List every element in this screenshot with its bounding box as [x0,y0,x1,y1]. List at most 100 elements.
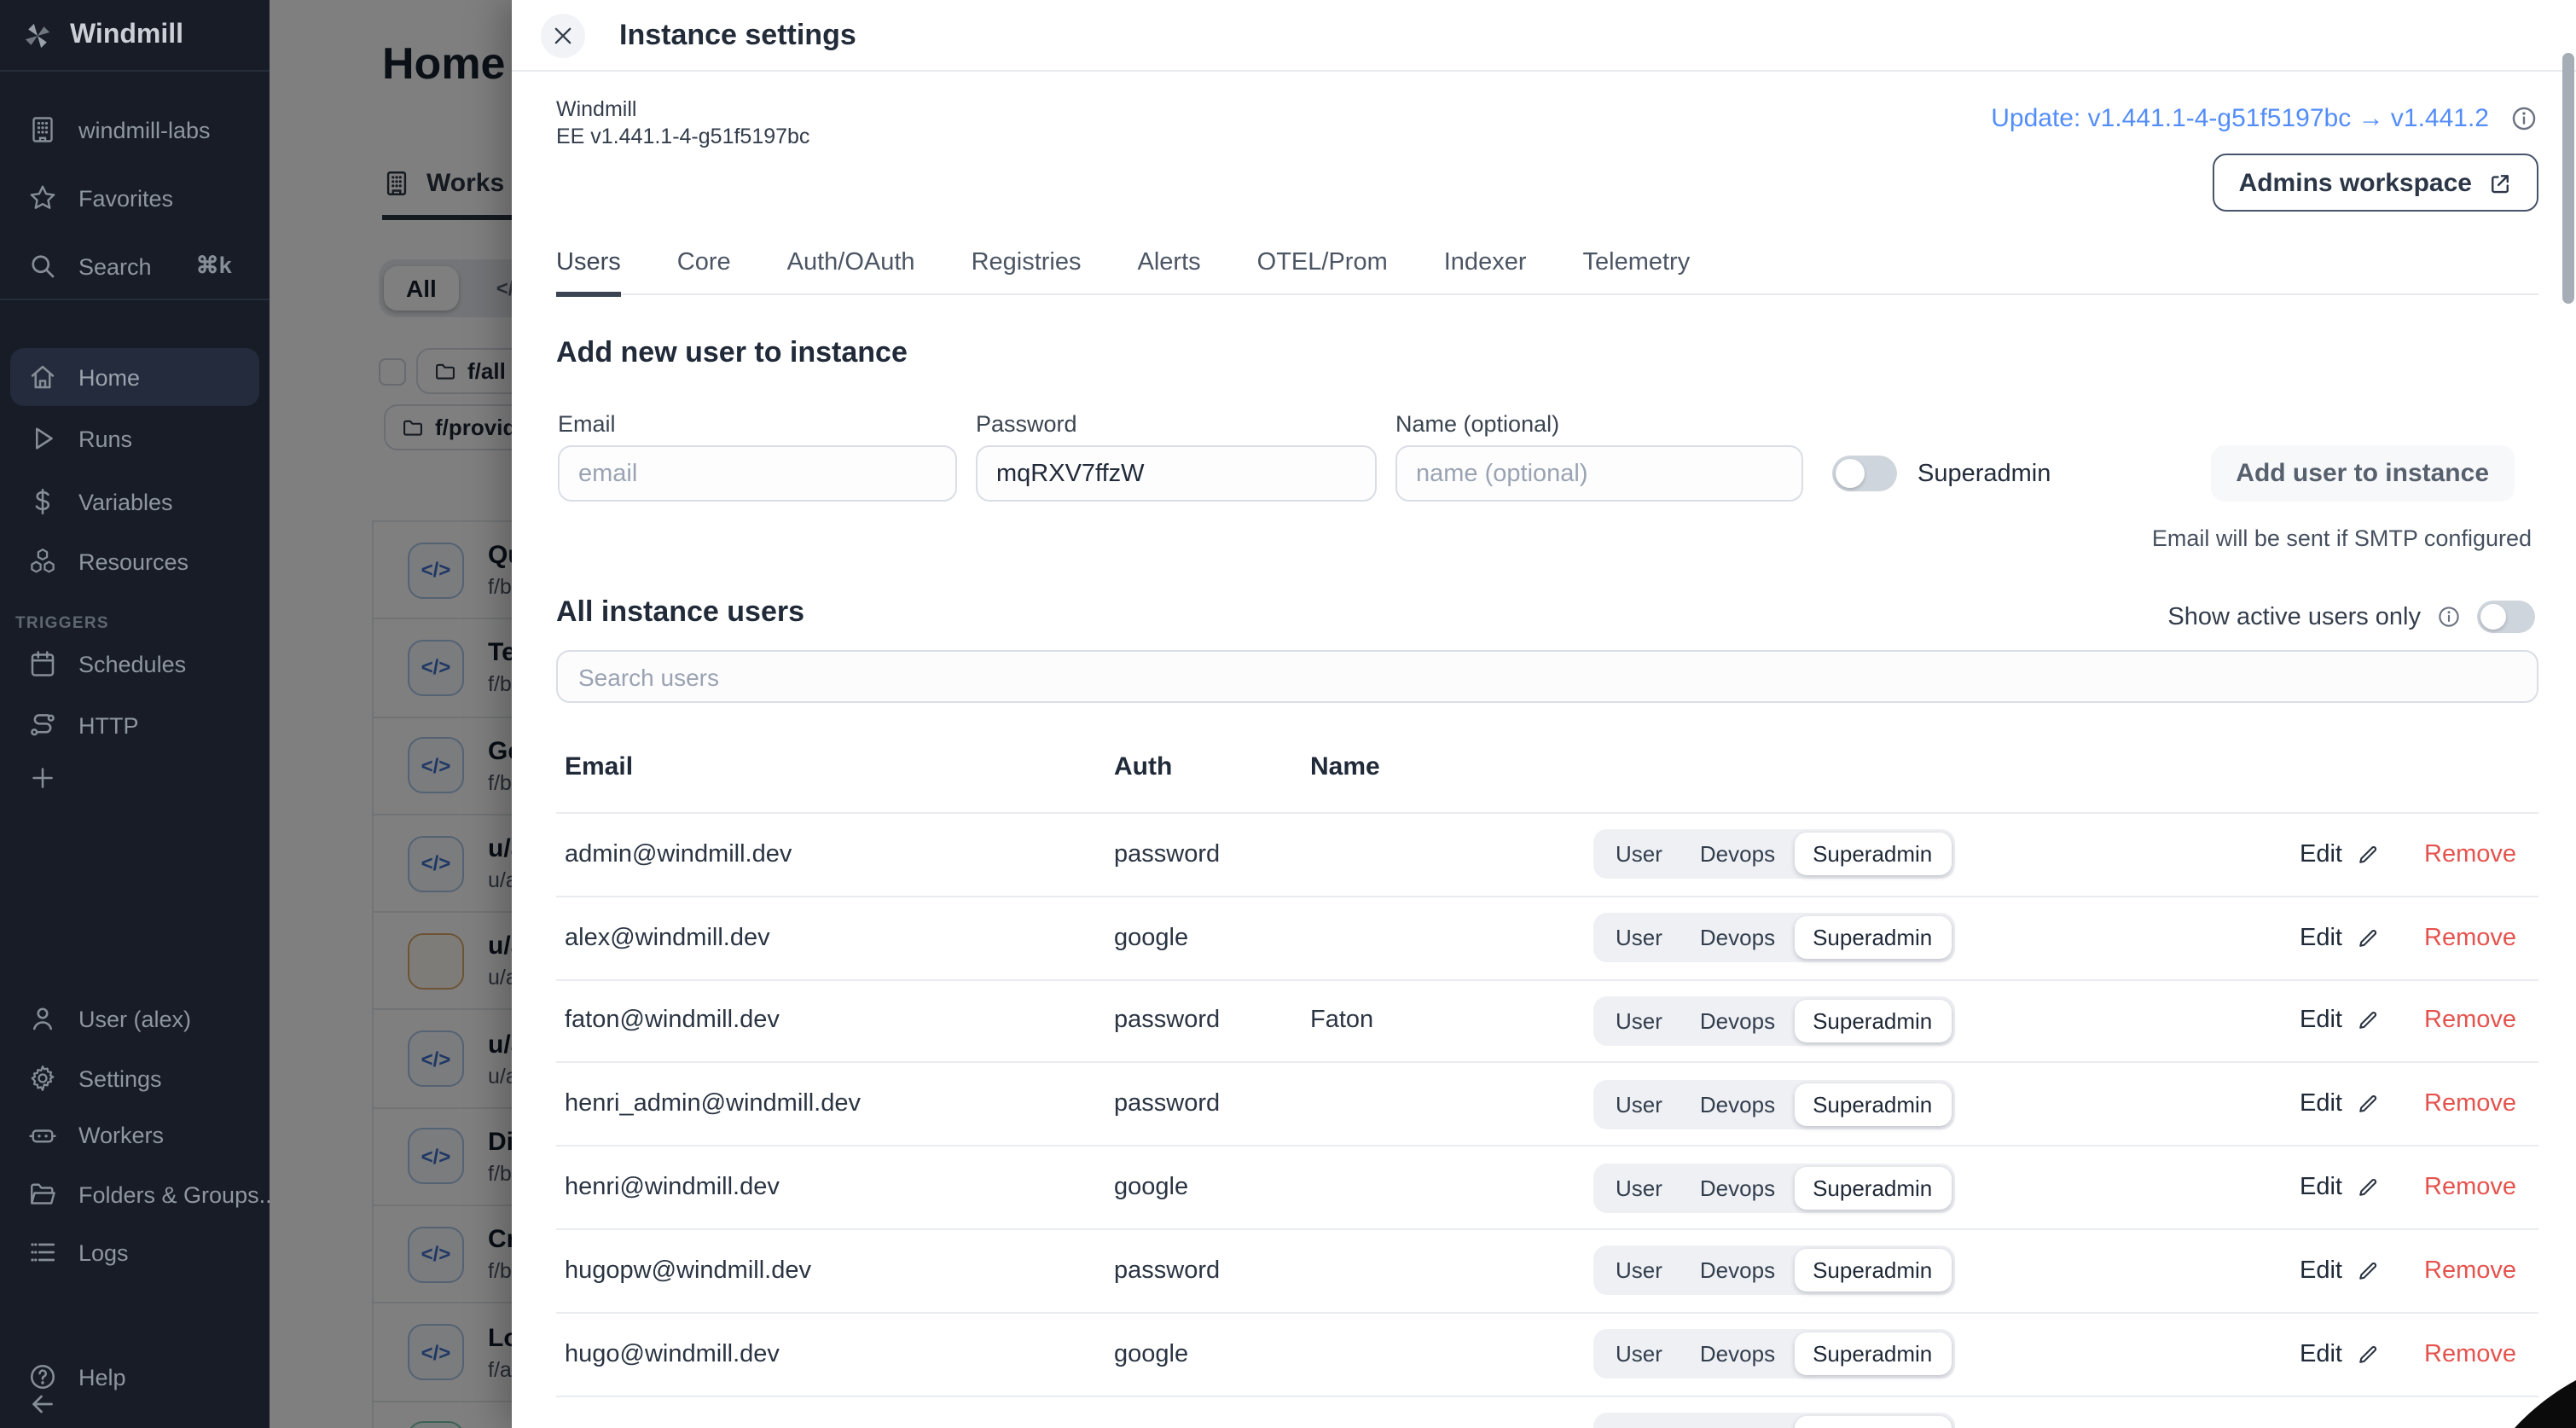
role-user-option[interactable]: User [1616,841,1662,868]
edit-button[interactable]: Edit [2300,1257,2380,1285]
role-devops-option[interactable]: Devops [1699,1091,1776,1117]
settings-tab[interactable]: Core [676,249,731,276]
role-user-option[interactable]: User [1616,1091,1662,1117]
add-user-button[interactable]: Add user to instance [2210,445,2515,502]
name-field[interactable] [1395,445,1803,502]
gear-icon [31,1065,55,1091]
sidebar-item-user[interactable]: User (alex) [10,990,259,1048]
user-row: hugo@windmill.dev google User Devops Sup… [556,1311,2538,1396]
admins-workspace-button[interactable]: Admins workspace [2213,154,2538,212]
edit-button[interactable]: Edit [2300,1007,2380,1035]
settings-tab[interactable]: Users [556,249,621,297]
drawer-header: Instance settings [512,0,2576,72]
pencil-icon [2359,1012,2377,1030]
robot-icon [29,1129,56,1143]
role-superadmin-option[interactable]: Superadmin [1794,1332,1952,1376]
settings-tab[interactable]: OTEL/Prom [1256,249,1388,276]
sidebar-item-favorites[interactable]: Favorites [10,169,259,227]
role-segmented-control: User Devops Superadmin [1593,1245,1955,1296]
sidebar-item-home[interactable]: Home [10,348,259,406]
role-user-option[interactable]: User [1616,1007,1662,1034]
active-users-toggle[interactable] [2477,601,2535,633]
home-icon [31,365,55,389]
sidebar-item-http[interactable]: HTTP [10,696,259,754]
info-icon [2512,107,2536,131]
role-superadmin-option[interactable]: Superadmin [1794,916,1952,960]
role-user-option[interactable]: User [1616,1175,1662,1201]
role-devops-option[interactable]: Devops [1699,1007,1776,1034]
password-field[interactable] [976,445,1377,502]
edit-button[interactable]: Edit [2300,1091,2380,1118]
settings-tab[interactable]: Registries [971,249,1082,276]
update-row: Update: v1.441.1-4-g51f5197bc → v1.441.2 [1991,104,2538,133]
remove-button[interactable]: Remove [2424,840,2516,868]
remove-button[interactable]: Remove [2424,1174,2516,1202]
role-devops-option[interactable]: Devops [1699,1257,1776,1284]
superadmin-toggle[interactable] [1832,456,1897,491]
sidebar-item-variables[interactable]: Variables [10,473,259,531]
remove-button[interactable]: Remove [2424,1007,2516,1035]
info-icon [2439,607,2459,627]
role-superadmin-option[interactable]: Superadmin [1794,1166,1952,1210]
brand[interactable]: Windmill [0,0,270,70]
play-icon [35,427,53,450]
role-segmented-control: User Devops Superadmin [1593,913,1955,963]
sidebar-item-schedules[interactable]: Schedules [10,635,259,693]
active-users-filter: Show active users only [2167,601,2535,633]
instance-name: Windmill [556,97,637,121]
role-segmented-control: User Devops Superadmin [1593,996,1955,1046]
edit-button[interactable]: Edit [2300,1340,2380,1367]
role-superadmin-option[interactable]: Superadmin [1794,1249,1952,1292]
role-superadmin-option[interactable]: Superadmin [1794,1083,1952,1126]
role-devops-option[interactable]: Devops [1699,925,1776,951]
role-superadmin-option[interactable]: Superadmin [1794,833,1952,876]
role-devops-option[interactable]: Devops [1699,1175,1776,1201]
pencil-icon [2359,1179,2377,1196]
scrollbar-thumb[interactable] [2562,53,2574,304]
search-users-input[interactable] [556,650,2538,703]
password-label: Password [976,411,1077,437]
edit-button[interactable]: Edit [2300,924,2380,951]
role-user-option[interactable]: User [1616,1257,1662,1284]
sidebar-item-runs[interactable]: Runs [10,409,259,467]
sidebar-collapse-button[interactable] [10,1375,259,1428]
remove-button[interactable]: Remove [2424,1257,2516,1285]
sidebar-item-logs[interactable]: Logs [10,1223,259,1281]
user-auth: google [1114,1340,1189,1368]
settings-tab[interactable]: Alerts [1137,249,1201,276]
role-user-option[interactable]: User [1616,1341,1662,1367]
remove-button[interactable]: Remove [2424,1340,2516,1368]
edit-button[interactable]: Edit [2300,841,2380,868]
user-name: Faton [1310,1007,1374,1035]
sidebar-item-search[interactable]: Search ⌘k [10,237,259,295]
role-superadmin-option[interactable]: Superadmin [1794,999,1952,1042]
col-email: Email [565,752,634,781]
sidebar-item-help[interactable]: Help [10,1348,259,1406]
sidebar-item-resources[interactable]: Resources [10,532,259,590]
role-user-option[interactable]: User [1616,925,1662,951]
pencil-icon [2359,845,2377,863]
user-row-partial: User Devops Superadmin [556,1396,2538,1428]
sidebar-item-workspace[interactable]: windmill-labs [10,101,259,159]
sidebar-item-settings[interactable]: Settings [10,1049,259,1107]
triggers-section-label: TRIGGERS [15,614,109,633]
sidebar-item-add-trigger[interactable] [10,749,259,807]
role-devops-option[interactable]: Devops [1699,1341,1776,1367]
settings-tab[interactable]: Auth/OAuth [786,249,915,276]
sidebar-item-folders[interactable]: Folders & Groups... [10,1165,270,1223]
user-row: henri@windmill.dev google User Devops Su… [556,1145,2538,1228]
pencil-icon [2359,1095,2377,1113]
role-devops-option[interactable]: Devops [1699,841,1776,868]
close-button[interactable] [541,13,585,57]
email-field[interactable] [558,445,957,502]
settings-tab[interactable]: Indexer [1443,249,1527,276]
edit-button[interactable]: Edit [2300,1174,2380,1201]
sidebar-item-workers[interactable]: Workers [10,1106,259,1164]
help-circle-icon [30,1364,55,1390]
remove-button[interactable]: Remove [2424,924,2516,952]
user-email: admin@windmill.dev [565,840,792,868]
settings-tab[interactable]: Telemetry [1582,249,1691,276]
update-link[interactable]: Update: v1.441.1-4-g51f5197bc → v1.441.2 [1991,104,2489,133]
remove-button[interactable]: Remove [2424,1090,2516,1118]
external-link-icon [2492,174,2509,193]
